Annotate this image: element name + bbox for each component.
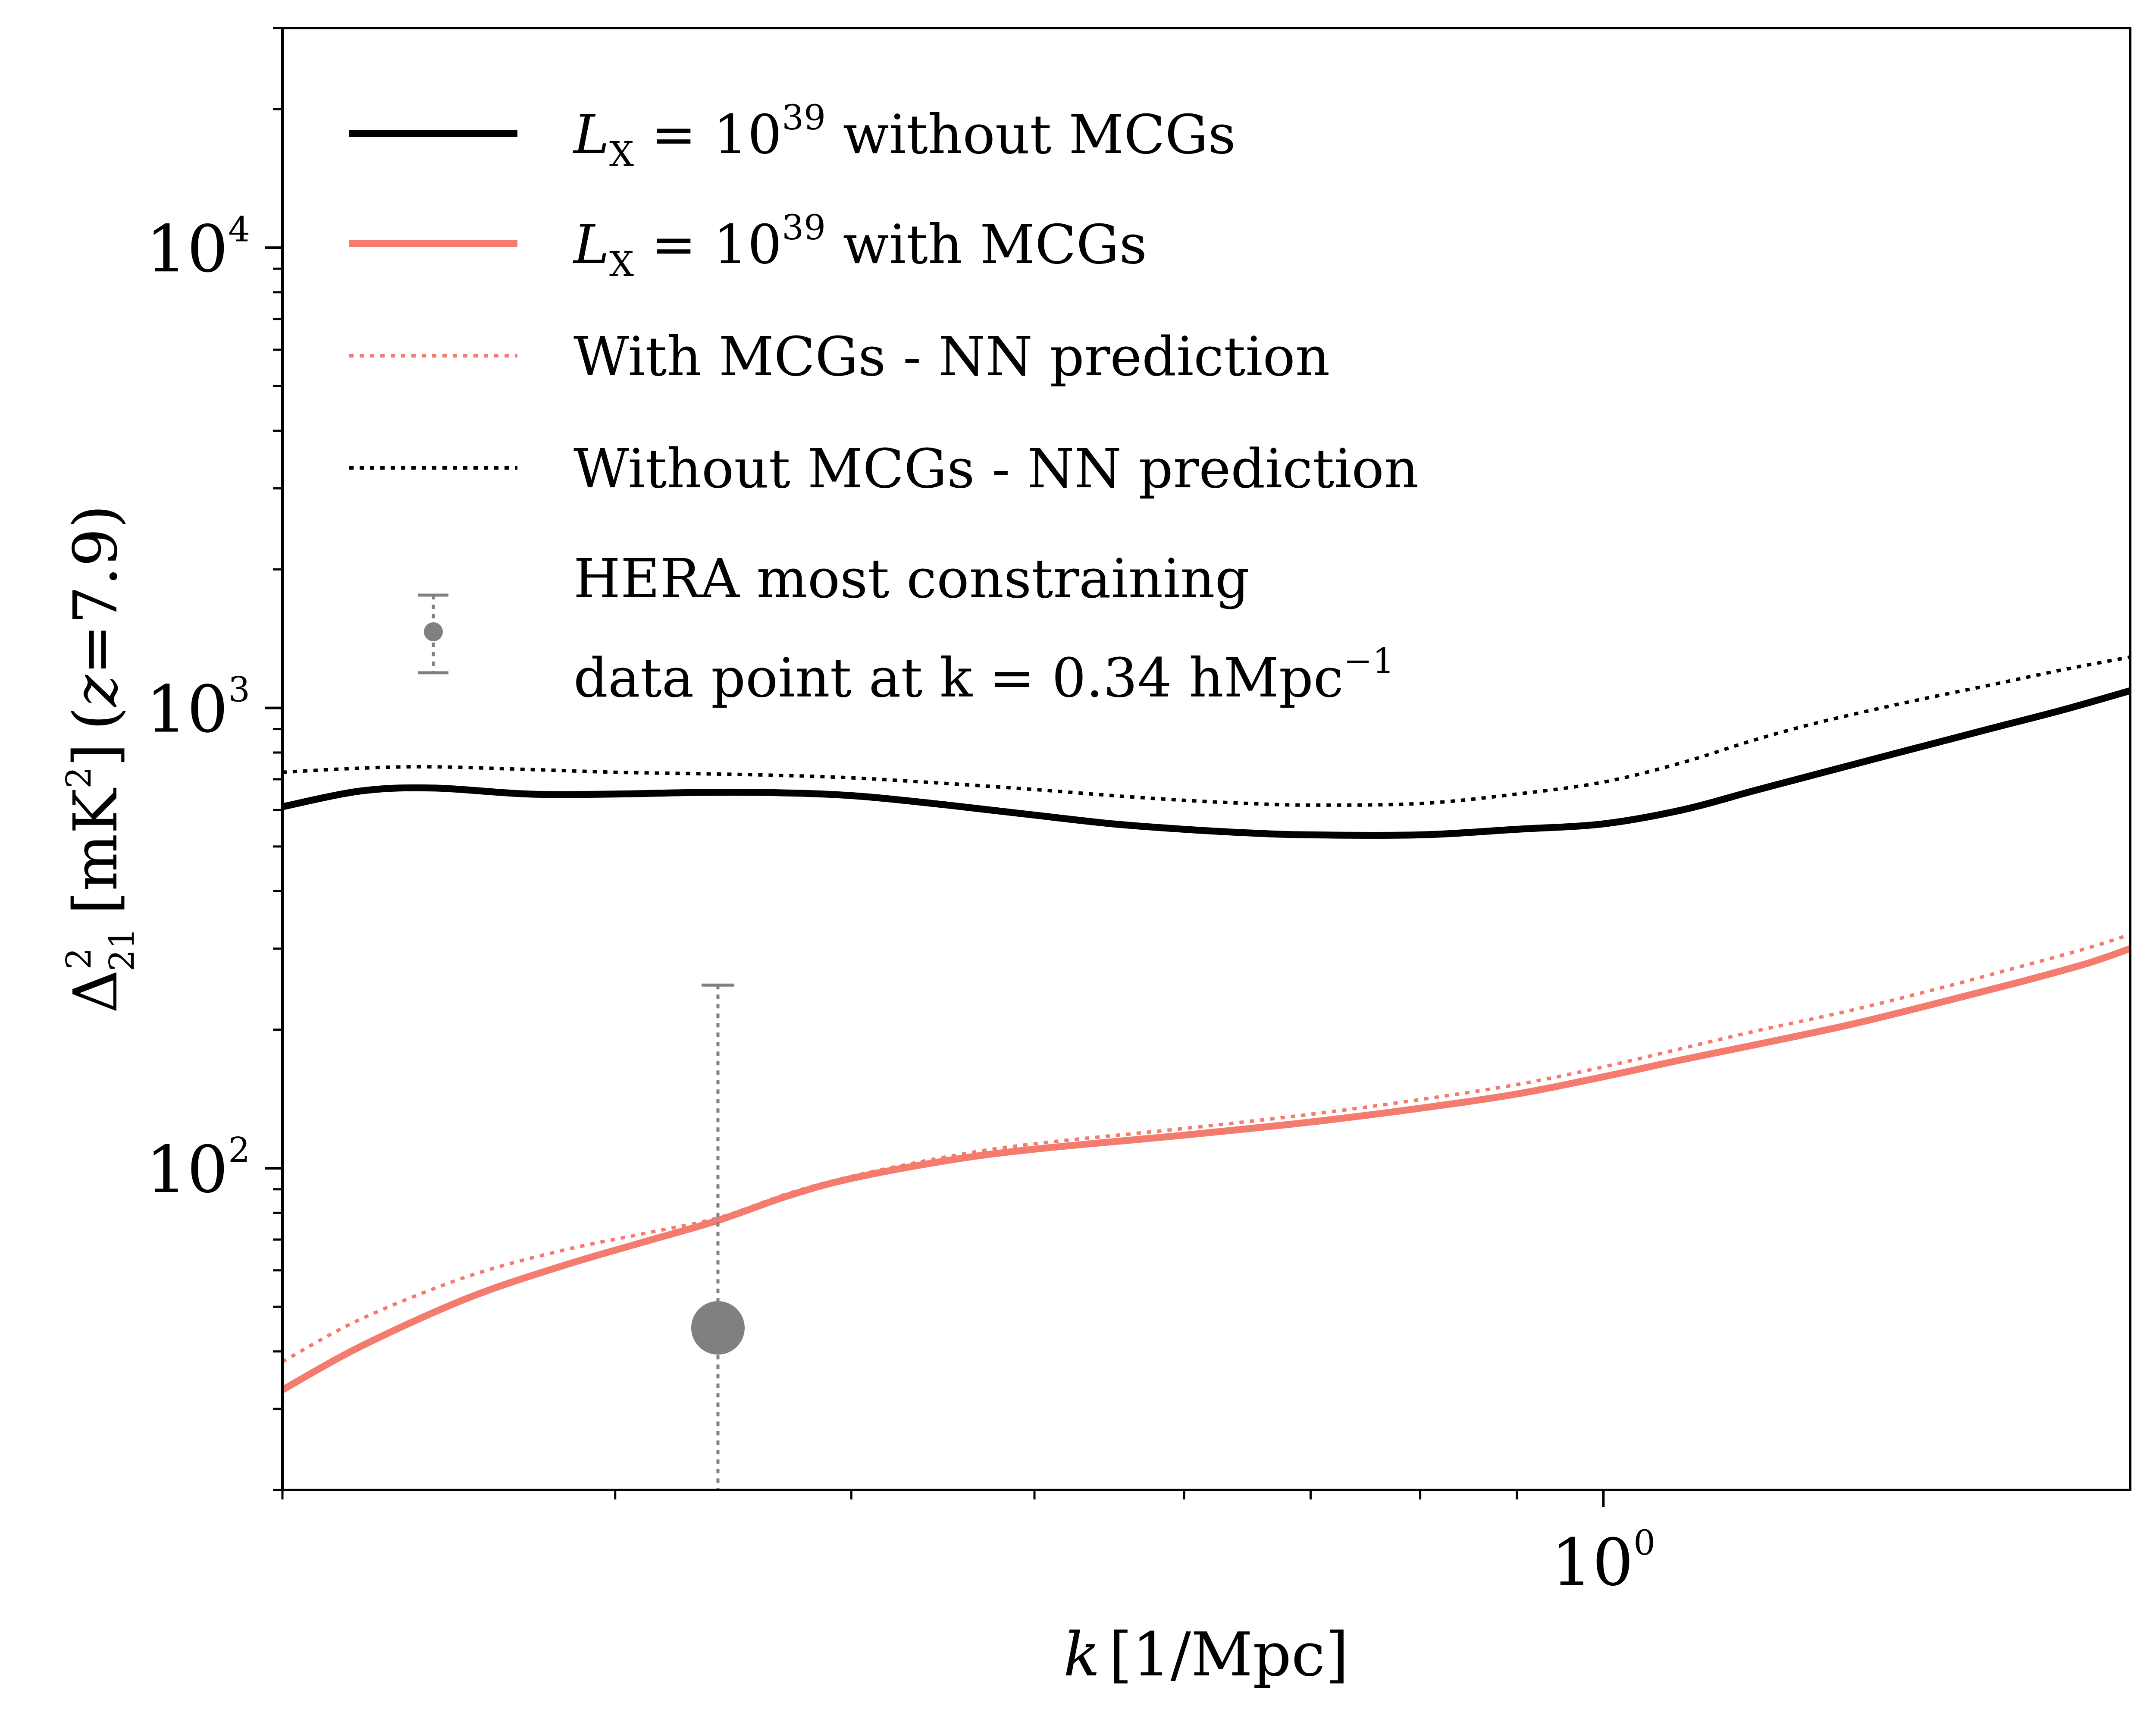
legend-swatch-hera	[418, 593, 448, 674]
minor-ticks	[273, 27, 1518, 1499]
legend-label-without-mcgs: LX = 1039 without MCGs	[573, 97, 1236, 174]
axes-layer: 102 103 104 100	[146, 27, 2131, 1600]
axes-frame	[281, 27, 2131, 1491]
errorbar-point	[691, 1301, 745, 1355]
series-with-mcgs-nn	[282, 933, 2131, 1364]
y-tick-label: 103	[146, 670, 250, 747]
legend-label-with-mcgs-nn: With MCGs - NN prediction	[573, 326, 1330, 388]
y-tick-label: 102	[146, 1130, 250, 1208]
errorbar-layer	[691, 983, 745, 1490]
legend-label-hera-line2: data point at k = 0.34 hMpc−1	[573, 641, 1395, 709]
series-without-mcgs-nn	[282, 655, 2131, 807]
series-with-mcgs	[281, 945, 2131, 1393]
y-tick-label: 104	[146, 209, 250, 287]
y-axis-label: Δ221[mK2](z=7.9)	[59, 505, 142, 1013]
legend: LX = 1039 without MCGs LX = 1039 with MC…	[349, 97, 1419, 709]
legend-label-without-mcgs-nn: Without MCGs - NN prediction	[573, 438, 1419, 500]
x-axis-label: k [1/Mpc]	[1063, 1620, 1349, 1690]
x-tick-label: 100	[1551, 1523, 1655, 1600]
plot-area	[281, 655, 2131, 1490]
major-ticks: 102 103 104 100	[146, 209, 1655, 1600]
series-layer	[281, 655, 2131, 1393]
legend-label-hera-line1: HERA most constraining	[573, 548, 1250, 610]
legend-label-with-mcgs: LX = 1039 with MCGs	[573, 207, 1147, 284]
series-without-mcgs	[282, 687, 2131, 839]
